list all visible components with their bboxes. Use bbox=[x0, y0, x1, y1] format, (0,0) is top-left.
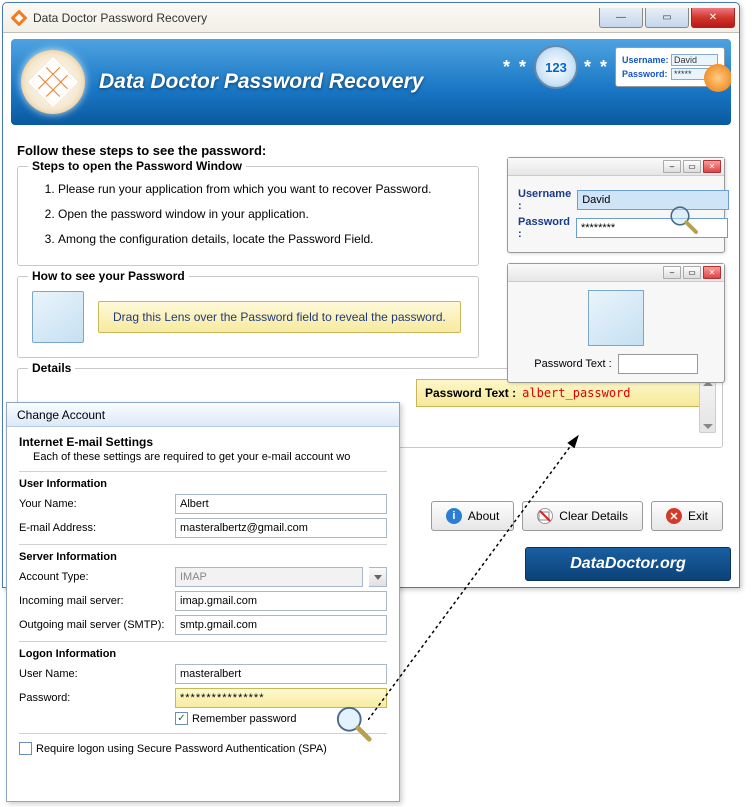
username-label: User Name: bbox=[19, 668, 169, 680]
howto-legend: How to see your Password bbox=[28, 269, 189, 283]
magnifier-icon bbox=[335, 705, 373, 743]
mini-min-button[interactable]: – bbox=[663, 266, 681, 279]
mini-pw-label: Password : bbox=[518, 216, 570, 240]
magnify-123-icon: 123 bbox=[534, 45, 578, 89]
banner: Data Doctor Password Recovery * * 123 * … bbox=[9, 37, 733, 127]
mini-body: Password Text : bbox=[508, 282, 724, 382]
step-item: Please run your application from which y… bbox=[58, 177, 464, 202]
howto-fieldset: How to see your Password Drag this Lens … bbox=[17, 276, 479, 358]
mini-titlebar: – ▭ ✕ bbox=[508, 158, 724, 176]
mini-max-button[interactable]: ▭ bbox=[683, 160, 701, 173]
mini-pt-label: Password Text : bbox=[534, 358, 611, 370]
chevron-down-icon[interactable] bbox=[369, 567, 387, 587]
section-user-info: User Information bbox=[19, 471, 387, 490]
about-button[interactable]: i About bbox=[431, 501, 514, 531]
spa-label: Require logon using Secure Password Auth… bbox=[36, 743, 327, 755]
section-server-info: Server Information bbox=[19, 544, 387, 563]
exit-label: Exit bbox=[688, 509, 708, 523]
clear-details-button[interactable]: Clear Details bbox=[522, 501, 643, 531]
username-input[interactable] bbox=[175, 664, 387, 684]
main-heading: Follow these steps to see the password: bbox=[17, 143, 725, 158]
clear-icon bbox=[537, 508, 553, 524]
type-label: Account Type: bbox=[19, 571, 169, 583]
steps-list: Please run your application from which y… bbox=[32, 177, 464, 253]
spa-row: Require logon using Secure Password Auth… bbox=[19, 733, 387, 755]
maximize-button[interactable]: ▭ bbox=[645, 8, 689, 28]
mini-body: Username : Password : bbox=[508, 176, 724, 252]
mini-max-button[interactable]: ▭ bbox=[683, 266, 701, 279]
minimize-button[interactable]: — bbox=[599, 8, 643, 28]
example-pwtext-window: – ▭ ✕ Password Text : bbox=[507, 263, 725, 383]
titlebar: Data Doctor Password Recovery — ▭ ✕ bbox=[3, 3, 739, 33]
stars-icon: * * bbox=[584, 57, 609, 78]
button-row: i About Clear Details ✕ Exit bbox=[431, 501, 723, 531]
lens-drag-handle[interactable] bbox=[32, 291, 84, 343]
stars-icon: * * bbox=[503, 57, 528, 78]
close-button[interactable]: ✕ bbox=[691, 8, 735, 28]
remember-label: Remember password bbox=[192, 713, 297, 725]
about-label: About bbox=[468, 509, 499, 523]
mini-pw-input[interactable] bbox=[576, 218, 728, 238]
acct-title: Change Account bbox=[17, 408, 105, 422]
remember-checkbox[interactable]: ✓ bbox=[175, 712, 188, 725]
banner-title: Data Doctor Password Recovery bbox=[99, 70, 423, 94]
name-label: Your Name: bbox=[19, 498, 169, 510]
email-input[interactable] bbox=[175, 518, 387, 538]
card-user-value: David bbox=[671, 54, 718, 66]
password-label: Password: bbox=[19, 692, 169, 704]
mini-close-button[interactable]: ✕ bbox=[703, 266, 721, 279]
step-item: Among the configuration details, locate … bbox=[58, 227, 464, 252]
drag-hint: Drag this Lens over the Password field t… bbox=[98, 301, 461, 333]
outgoing-label: Outgoing mail server (SMTP): bbox=[19, 619, 169, 631]
steps-legend: Steps to open the Password Window bbox=[28, 159, 246, 173]
card-pw-label: Password: bbox=[622, 69, 668, 79]
step-item: Open the password window in your applica… bbox=[58, 202, 464, 227]
lens-preview-icon bbox=[588, 290, 644, 346]
details-legend: Details bbox=[28, 361, 75, 375]
mini-user-input[interactable] bbox=[577, 190, 729, 210]
acct-titlebar: Change Account bbox=[7, 403, 399, 427]
window-title: Data Doctor Password Recovery bbox=[33, 11, 207, 25]
spa-checkbox[interactable] bbox=[19, 742, 32, 755]
window-controls: — ▭ ✕ bbox=[597, 8, 735, 28]
exit-icon: ✕ bbox=[666, 508, 682, 524]
mini-min-button[interactable]: – bbox=[663, 160, 681, 173]
app-icon bbox=[11, 10, 27, 26]
example-login-window: – ▭ ✕ Username : Password : bbox=[507, 157, 725, 253]
outgoing-input[interactable] bbox=[175, 615, 387, 635]
type-select[interactable] bbox=[175, 567, 363, 587]
brand-link[interactable]: DataDoctor.org bbox=[525, 547, 731, 581]
email-label: E-mail Address: bbox=[19, 522, 169, 534]
exit-button[interactable]: ✕ Exit bbox=[651, 501, 723, 531]
change-account-window: Change Account Internet E-mail Settings … bbox=[6, 402, 400, 802]
mini-pt-input[interactable] bbox=[618, 354, 698, 374]
card-user-label: Username: bbox=[622, 55, 668, 65]
mini-close-button[interactable]: ✕ bbox=[703, 160, 721, 173]
people-icon bbox=[704, 64, 732, 92]
incoming-label: Incoming mail server: bbox=[19, 595, 169, 607]
mini-titlebar: – ▭ ✕ bbox=[508, 264, 724, 282]
right-column: – ▭ ✕ Username : Password : – ▭ ✕ Passwo… bbox=[507, 157, 725, 393]
steps-fieldset: Steps to open the Password Window Please… bbox=[17, 166, 479, 266]
acct-heading: Internet E-mail Settings bbox=[19, 435, 387, 449]
name-input[interactable] bbox=[175, 494, 387, 514]
section-logon-info: Logon Information bbox=[19, 641, 387, 660]
acct-subheading: Each of these settings are required to g… bbox=[19, 451, 387, 463]
banner-login-card: Username:David Password:***** bbox=[615, 47, 725, 87]
mini-user-label: Username : bbox=[518, 188, 571, 212]
info-icon: i bbox=[446, 508, 462, 524]
clear-label: Clear Details bbox=[559, 509, 628, 523]
pwtext-label: Password Text : bbox=[425, 386, 516, 400]
incoming-input[interactable] bbox=[175, 591, 387, 611]
logo-icon bbox=[21, 50, 85, 114]
